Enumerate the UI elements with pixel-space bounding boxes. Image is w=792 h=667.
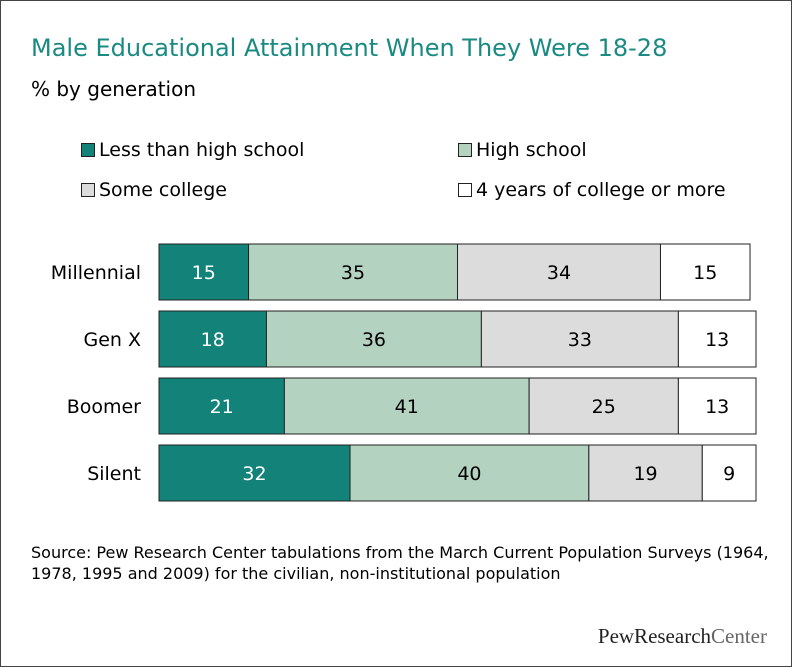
bar-segment-millennial-less-than-high-school [158, 243, 250, 301]
data-label-boomer-less-than-high-school: 21 [210, 396, 234, 418]
logo-text-part1: PewResearch [597, 624, 712, 648]
legend-swatch-4-years-college [458, 183, 472, 197]
legend-swatch-less-than-high-school [81, 143, 95, 157]
bar-segment-gen-x-4-years-of-college-or-more [677, 310, 757, 368]
data-label-boomer-4-years-of-college-or-more: 13 [705, 396, 729, 418]
data-label-gen-x-less-than-high-school: 18 [201, 329, 225, 351]
data-label-gen-x-4-years-of-college-or-more: 13 [705, 329, 729, 351]
data-label-gen-x-some-college: 33 [568, 329, 592, 351]
data-label-boomer-some-college: 25 [592, 396, 616, 418]
data-label-millennial-high-school: 35 [341, 262, 365, 284]
legend-item-some-college: Some college [81, 179, 227, 201]
data-label-silent-less-than-high-school: 32 [242, 463, 266, 485]
legend-label-4-years-college: 4 years of college or more [476, 179, 726, 201]
data-label-gen-x-high-school: 36 [362, 329, 386, 351]
data-label-silent-high-school: 40 [457, 463, 481, 485]
bar-segment-millennial-high-school [248, 243, 458, 301]
bar-segment-boomer-4-years-of-college-or-more [677, 377, 757, 435]
pew-research-center-logo: PewResearchCenter [598, 624, 767, 649]
source-note: Source: Pew Research Center tabulations … [31, 543, 769, 583]
bar-segment-millennial-4-years-of-college-or-more [659, 243, 751, 301]
legend-item-high-school: High school [458, 139, 587, 161]
legend-label-less-than-high-school: Less than high school [99, 139, 305, 161]
legend-swatch-some-college [81, 183, 95, 197]
category-label-millennial: Millennial [51, 262, 141, 284]
data-label-silent-some-college: 19 [633, 463, 657, 485]
legend-item-less-than-high-school: Less than high school [81, 139, 304, 161]
category-label-silent: Silent [87, 463, 141, 485]
stacked-bar-chart: Millennial 15 35 34 15 Gen X 18 36 33 13 Boomer 21 4… [51, 243, 757, 502]
bar-segment-silent-less-than-high-school [158, 444, 351, 502]
legend-swatch-high-school [458, 143, 472, 157]
legend-item-4-years-college: 4 years of college or more [458, 179, 726, 201]
data-label-silent-4-years-of-college-or-more: 9 [723, 463, 735, 485]
data-label-millennial-4-years-of-college-or-more: 15 [693, 262, 717, 284]
bar-segment-silent-4-years-of-college-or-more [701, 444, 757, 502]
category-label-gen-x: Gen X [83, 329, 141, 351]
bar-segment-boomer-high-school [283, 377, 530, 435]
bar-segment-gen-x-high-school [265, 310, 482, 368]
bar-segment-gen-x-some-college [480, 310, 679, 368]
data-label-millennial-less-than-high-school: 15 [192, 262, 216, 284]
legend-label-some-college: Some college [99, 179, 227, 201]
legend-label-high-school: High school [476, 139, 587, 161]
data-label-boomer-high-school: 41 [395, 396, 419, 418]
chart-title: Male Educational Attainment When They We… [31, 34, 668, 62]
bar-segment-boomer-less-than-high-school [158, 377, 285, 435]
data-label-millennial-some-college: 34 [547, 262, 571, 284]
chart-subtitle: % by generation [31, 77, 197, 101]
category-label-boomer: Boomer [67, 396, 141, 418]
bar-segment-silent-high-school [349, 444, 590, 502]
logo-text-part2: Center [711, 624, 767, 648]
bar-segment-gen-x-less-than-high-school [158, 310, 267, 368]
bar-segment-millennial-some-college [457, 243, 661, 301]
